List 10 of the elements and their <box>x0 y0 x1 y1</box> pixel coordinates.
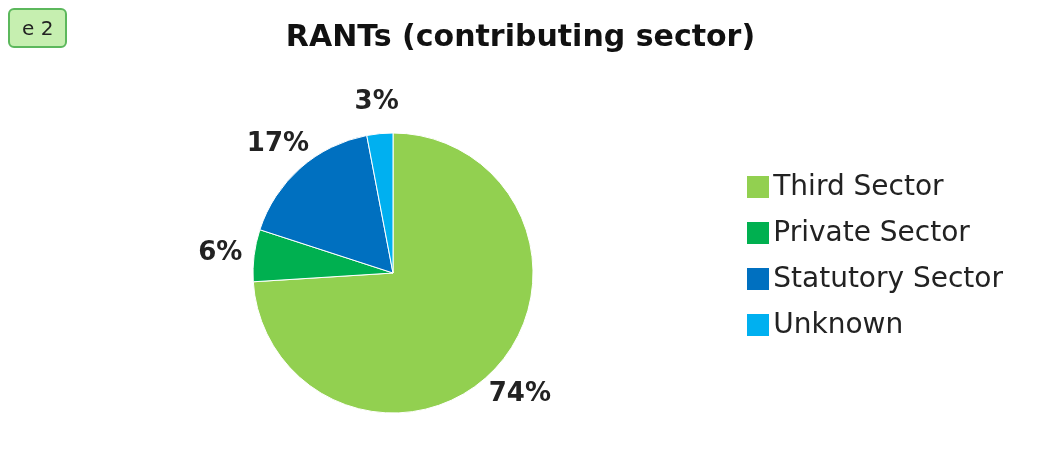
data-label: 3% <box>354 84 399 115</box>
legend-label: Third Sector <box>773 169 944 202</box>
data-label: 6% <box>198 236 243 267</box>
legend-label: Statutory Sector <box>773 261 1003 294</box>
legend-label: Unknown <box>773 307 904 340</box>
chart-title: RANTs (contributing sector) <box>285 18 756 53</box>
data-label: 17% <box>246 127 310 158</box>
data-label: 74% <box>488 377 551 408</box>
text: e 2 <box>8 8 68 48</box>
legend-label: Private Sector <box>773 215 970 248</box>
